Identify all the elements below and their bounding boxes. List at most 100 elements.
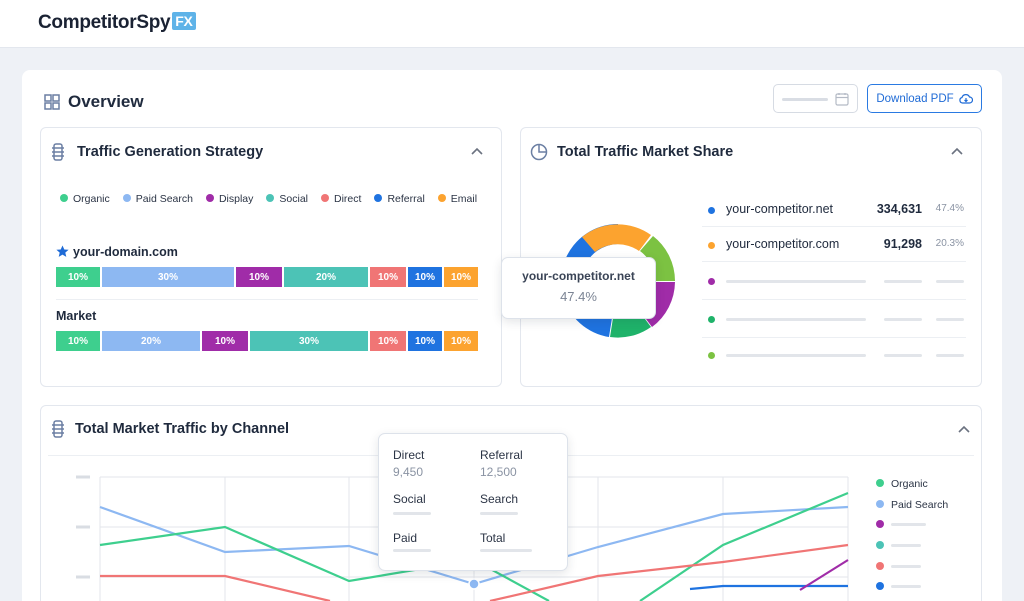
date-placeholder (782, 98, 828, 101)
chart-legend-paid-search[interactable]: Paid Search (876, 499, 948, 511)
series-line-organic-rise[interactable] (639, 491, 849, 601)
domain-stacked-bar: 10% 30% 10% 20% 10% 10% 10% (56, 267, 478, 287)
tooltip-referral-value: 12,500 (480, 465, 517, 479)
legend-email: Email (437, 193, 477, 205)
logo-badge: FX (172, 12, 196, 30)
date-picker[interactable] (773, 84, 858, 113)
series-line-direct[interactable] (100, 574, 331, 601)
placeholder-bar (936, 280, 964, 283)
tooltip-referral-label: Referral (480, 448, 523, 462)
traffic-legend: Organic Paid Search Display Social Direc… (60, 193, 477, 205)
segment-paid-search[interactable]: 30% (102, 267, 234, 287)
market-stacked-bar: 10% 20% 10% 30% 10% 10% 10% (56, 331, 478, 351)
placeholder-bar (726, 318, 866, 321)
channel-tooltip: Direct 9,450 Referral 12,500 Social Sear… (378, 433, 568, 571)
share-item-name: your-competitor.net (726, 202, 833, 216)
hover-point[interactable] (468, 578, 480, 590)
series-line-direct-rise[interactable] (489, 543, 849, 601)
segment-display[interactable]: 10% (202, 331, 248, 351)
market-share-title: Total Traffic Market Share (557, 144, 734, 160)
download-pdf-button[interactable]: Download PDF (867, 84, 982, 113)
legend-direct: Direct (321, 193, 361, 205)
placeholder-bar (936, 354, 964, 357)
share-divider (702, 226, 966, 227)
tooltip-social-label: Social (393, 492, 426, 506)
legend-organic: Organic (60, 193, 110, 205)
segment-organic[interactable]: 10% (56, 331, 100, 351)
legend-dot (876, 541, 884, 549)
chevron-up-icon[interactable] (471, 147, 483, 155)
pie-chart-icon (530, 143, 548, 161)
logo[interactable]: CompetitorSpy FX (38, 12, 196, 34)
series-line-referral[interactable] (689, 584, 848, 591)
series-dot (708, 278, 715, 285)
logo-text: CompetitorSpy (38, 12, 171, 33)
segment-organic[interactable]: 10% (56, 267, 100, 287)
tooltip-search-label: Search (480, 492, 519, 506)
segment-direct[interactable]: 10% (370, 267, 406, 287)
share-item-pct: 20.3% (935, 238, 964, 249)
segment-referral[interactable]: 10% (408, 331, 442, 351)
placeholder-bar (884, 354, 922, 357)
share-item[interactable]: your-competitor.net 334,631 47.4% (708, 201, 966, 221)
legend-social: Social (266, 193, 308, 205)
donut-slice-orange[interactable] (582, 224, 651, 252)
traffic-light-icon (52, 420, 64, 438)
donut-tooltip: your-competitor.net 47.4% (501, 257, 656, 319)
share-item-value: 91,298 (883, 237, 922, 251)
series-dot (708, 207, 715, 214)
segment-email[interactable]: 10% (444, 331, 478, 351)
legend-display: Display (205, 193, 253, 205)
share-divider (702, 261, 966, 262)
segment-paid-search[interactable]: 20% (102, 331, 200, 351)
channel-traffic-title: Total Market Traffic by Channel (75, 421, 290, 437)
segment-display[interactable]: 10% (236, 267, 282, 287)
placeholder-bar (480, 549, 532, 552)
series-dot (708, 352, 715, 359)
tooltip-total-label: Total (480, 531, 506, 545)
tooltip-name: your-competitor.net (522, 269, 635, 283)
placeholder-bar (891, 585, 921, 588)
download-pdf-label: Download PDF (876, 92, 954, 105)
series-line-display[interactable] (799, 559, 849, 591)
placeholder-bar (480, 512, 518, 515)
placeholder-bar (726, 280, 866, 283)
market-row-label: Market (56, 309, 97, 323)
cloud-download-icon (959, 93, 973, 104)
share-divider (702, 299, 966, 300)
placeholder-bar (936, 318, 964, 321)
placeholder-bar (891, 565, 921, 568)
share-item[interactable]: your-competitor.com 91,298 20.3% (708, 236, 966, 256)
share-divider (702, 337, 966, 338)
segment-referral[interactable]: 10% (408, 267, 442, 287)
tooltip-direct-label: Direct (393, 448, 425, 462)
top-bar: CompetitorSpy FX (0, 0, 1024, 48)
legend-referral: Referral (374, 193, 425, 205)
segment-direct[interactable]: 10% (370, 331, 406, 351)
segment-social[interactable]: 20% (284, 267, 368, 287)
chart-legend-organic[interactable]: Organic (876, 478, 928, 490)
segment-email[interactable]: 10% (444, 267, 478, 287)
placeholder-bar (393, 512, 431, 515)
donut-slice-lime[interactable] (640, 236, 675, 281)
share-item-name: your-competitor.com (726, 237, 840, 251)
calendar-icon (835, 93, 849, 106)
chevron-up-icon[interactable] (951, 147, 963, 155)
page-title: Overview (68, 92, 144, 111)
series-line-organic[interactable] (99, 525, 550, 601)
legend-dot (876, 520, 884, 528)
tooltip-paid-label: Paid (393, 531, 418, 545)
row-divider (56, 299, 478, 300)
placeholder-bar (726, 354, 866, 357)
tooltip-value: 47.4% (560, 289, 597, 304)
placeholder-bar (884, 280, 922, 283)
traffic-light-icon (52, 143, 64, 161)
star-icon (56, 245, 69, 257)
tooltip-direct-value: 9,450 (393, 465, 424, 479)
chevron-up-icon[interactable] (958, 425, 970, 433)
placeholder-bar (891, 544, 921, 547)
placeholder-bar (393, 549, 431, 552)
series-dot (708, 242, 715, 249)
share-item-value: 334,631 (876, 202, 922, 216)
segment-social[interactable]: 30% (250, 331, 368, 351)
